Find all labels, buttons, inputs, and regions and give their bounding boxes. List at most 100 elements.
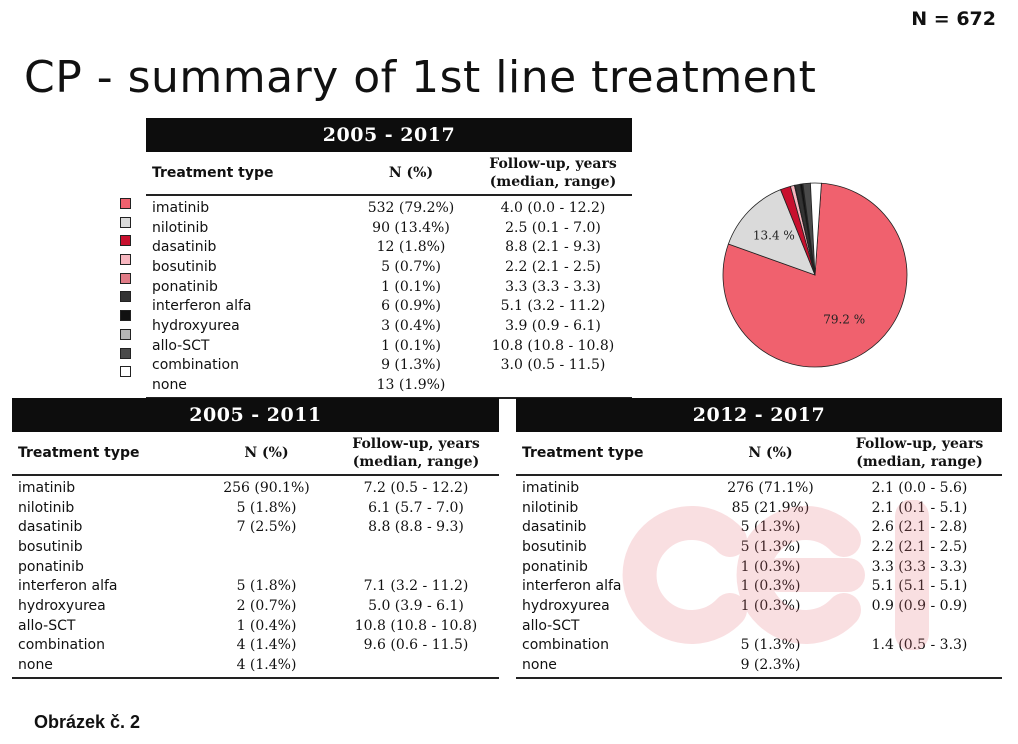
table-row: interferon alfa 5 (1.8%) 7.1 (3.2 - 11.2): [12, 576, 499, 596]
header-n-percent: N (%): [388, 165, 434, 181]
table-2005-2017: 2005 - 2017 Treatment type N (%) Follow-up,…: [146, 118, 632, 399]
legend-swatch: [120, 310, 131, 322]
pie-data-label: 79.2 %: [823, 313, 865, 327]
table-row: imatinib 256 (90.1%) 7.2 (0.5 - 12.2): [12, 478, 499, 498]
table-2005-2011: 2005 - 2011 Treatment type N (%) Follow-up,…: [12, 398, 499, 679]
n-percent-cell: 1 (0.1%): [381, 278, 441, 295]
table-row: allo-SCT: [516, 616, 1002, 636]
n-percent-cell: 9 (1.3%): [381, 357, 441, 374]
header-follow-up: Follow-up, years (median, range): [855, 436, 984, 470]
n-percent-cell: 90 (13.4%): [372, 219, 450, 236]
cel-logo-watermark-icon: [622, 500, 929, 650]
treatment-type-cell: bosutinib: [18, 538, 83, 555]
treatment-type-cell: bosutinib: [152, 258, 217, 275]
follow-up-cell: 7.1 (3.2 - 11.2): [363, 578, 469, 595]
table-row: none 13 (1.9%): [146, 375, 632, 395]
legend-swatch: [120, 366, 131, 378]
follow-up-cell: 2.6 (2.1 - 2.8): [871, 519, 968, 536]
n-percent-cell: 276 (71.1%): [727, 479, 814, 496]
treatment-type-cell: ponatinib: [18, 558, 84, 575]
n-percent-cell: 5 (1.8%): [236, 578, 297, 595]
treatment-type-cell: imatinib: [18, 479, 76, 496]
treatment-type-cell: allo-SCT: [18, 617, 76, 634]
follow-up-cell: 3.9 (0.9 - 6.1): [505, 317, 601, 334]
treatment-type-cell: allo-SCT: [522, 617, 580, 634]
column-headers: Treatment type N (%) Follow-up, years (med…: [12, 432, 499, 476]
follow-up-cell: 6.1 (5.7 - 7.0): [368, 499, 464, 516]
treatment-type-cell: nilotinib: [522, 499, 579, 516]
figure-caption: Obrázek č. 2: [34, 712, 141, 732]
n-percent-cell: 1 (0.3%): [740, 558, 801, 575]
pie-data-label: 13.4 %: [753, 228, 795, 242]
treatment-type-cell: nilotinib: [152, 219, 209, 236]
n-percent-cell: 5 (1.3%): [740, 538, 801, 555]
follow-up-cell: 3.3 (3.3 - 3.3): [505, 278, 601, 295]
legend-swatches: [120, 198, 131, 385]
follow-up-cell: 8.8 (2.1 - 9.3): [505, 239, 601, 256]
follow-up-cell: 10.8 (10.8 - 10.8): [354, 617, 478, 634]
column-headers: Treatment type N (%) Follow-up, years (med…: [146, 152, 632, 196]
period-header: 2005 - 2017: [146, 118, 632, 152]
n-percent-cell: 4 (1.4%): [236, 657, 297, 674]
table-row: none 4 (1.4%): [12, 655, 499, 675]
table-row: nilotinib 85 (21.9%) 2.1 (0.1 - 5.1): [516, 498, 1002, 518]
n-percent-cell: 532 (79.2%): [367, 199, 455, 216]
follow-up-cell: 8.8 (8.8 - 9.3): [368, 519, 464, 536]
legend-swatch: [120, 272, 131, 284]
treatment-type-cell: none: [152, 377, 187, 394]
treatment-type-cell: combination: [152, 357, 239, 374]
header-follow-up: Follow-up, years (median, range): [352, 436, 480, 470]
follow-up-cell: 2.2 (2.1 - 2.5): [505, 258, 601, 275]
table-row: dasatinib 7 (2.5%) 8.8 (8.8 - 9.3): [12, 517, 499, 537]
table-row: hydroxyurea 2 (0.7%) 5.0 (3.9 - 6.1): [12, 596, 499, 616]
follow-up-cell: 2.2 (2.1 - 2.5): [871, 538, 968, 555]
header-n-percent: N (%): [244, 445, 289, 461]
table-row: combination 9 (1.3%) 3.0 (0.5 - 11.5): [146, 356, 632, 376]
n-percent-cell: 85 (21.9%): [731, 499, 810, 516]
table-row: interferon alfa 1 (0.3%) 5.1 (5.1 - 5.1): [516, 576, 1002, 596]
n-percent-cell: 5 (1.3%): [740, 637, 801, 654]
treatment-type-cell: ponatinib: [522, 558, 588, 575]
follow-up-cell: 5.0 (3.9 - 6.1): [368, 597, 464, 614]
follow-up-cell: 3.3 (3.3 - 3.3): [871, 558, 968, 575]
treatment-type-cell: dasatinib: [152, 239, 217, 256]
n-percent-cell: 12 (1.8%): [376, 239, 446, 256]
follow-up-cell: 5.1 (5.1 - 5.1): [871, 578, 968, 595]
table-row: allo-SCT 1 (0.1%) 10.8 (10.8 - 10.8): [146, 336, 632, 356]
table-row: bosutinib: [12, 537, 499, 557]
n-percent-cell: 3 (0.4%): [381, 317, 441, 334]
treatment-type-cell: none: [18, 657, 53, 674]
n-percent-cell: 1 (0.1%): [381, 337, 441, 354]
legend-swatch: [120, 347, 131, 359]
follow-up-cell: 10.8 (10.8 - 10.8): [491, 337, 615, 354]
follow-up-cell: 2.1 (0.1 - 5.1): [871, 499, 968, 516]
n-percent-cell: 5 (1.8%): [236, 499, 297, 516]
follow-up-cell: 0.9 (0.9 - 0.9): [871, 597, 968, 614]
legend-swatch: [120, 254, 131, 266]
table-row: bosutinib 5 (1.3%) 2.2 (2.1 - 2.5): [516, 537, 1002, 557]
follow-up-cell: 9.6 (0.6 - 11.5): [363, 637, 469, 654]
table-row: nilotinib 90 (13.4%) 2.5 (0.1 - 7.0): [146, 218, 632, 238]
sample-size-label: N = 672: [911, 8, 996, 30]
treatment-pie-chart: 79.2 % 13.4 %: [722, 182, 908, 368]
n-percent-cell: 256 (90.1%): [223, 479, 310, 496]
pie-slice-none: [810, 182, 822, 276]
legend-swatch: [120, 235, 131, 247]
follow-up-cell: 5.1 (3.2 - 11.2): [500, 298, 606, 315]
table-row: ponatinib 1 (0.1%) 3.3 (3.3 - 3.3): [146, 277, 632, 297]
table-row: hydroxyurea 1 (0.3%) 0.9 (0.9 - 0.9): [516, 596, 1002, 616]
n-percent-cell: 6 (0.9%): [381, 298, 441, 315]
table-row: imatinib 276 (71.1%) 2.1 (0.0 - 5.6): [516, 478, 1002, 498]
n-percent-cell: 1 (0.4%): [236, 617, 297, 634]
table-row: allo-SCT 1 (0.4%) 10.8 (10.8 - 10.8): [12, 616, 499, 636]
legend-swatch: [120, 216, 131, 228]
follow-up-cell: 1.4 (0.5 - 3.3): [871, 637, 968, 654]
n-percent-cell: 5 (0.7%): [381, 258, 441, 275]
treatment-type-cell: interferon alfa: [18, 578, 118, 595]
header-treatment-type: Treatment type: [522, 445, 644, 461]
table-row: imatinib 532 (79.2%) 4.0 (0.0 - 12.2): [146, 198, 632, 218]
table-2012-2017: 2012 - 2017 Treatment type N (%) Follow-up,…: [516, 398, 1002, 679]
treatment-type-cell: ponatinib: [152, 278, 218, 295]
treatment-type-cell: dasatinib: [522, 519, 587, 536]
column-headers: Treatment type N (%) Follow-up, years (med…: [516, 432, 1002, 476]
